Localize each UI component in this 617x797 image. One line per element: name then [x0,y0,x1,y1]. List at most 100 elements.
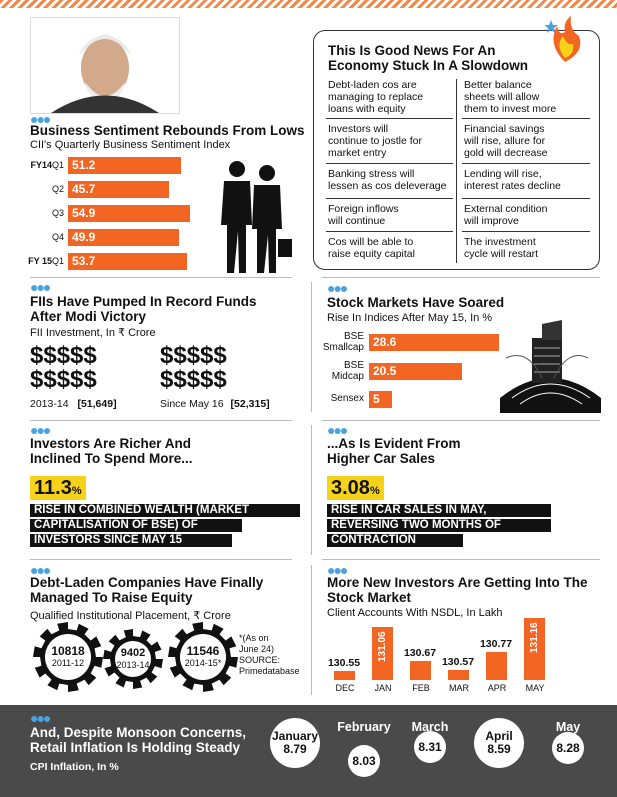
qip-gear-label: 10818 2011-12 [33,645,103,669]
year-label: FY14 [30,160,52,170]
news-row-divider [326,118,453,119]
nsdl-bar [372,627,393,680]
cars-line: RISE IN CAR SALES IN MAY, [327,504,551,517]
nsdl-bar [486,652,507,680]
nsdl-month-label: MAY [525,683,545,693]
fii-item-label: Since May 16 [160,398,224,410]
news-row-divider [326,231,453,232]
inflation-point: 8.03 [348,745,380,777]
qip-title-line2: Managed To Raise Equity [30,590,193,605]
news-line: Banking stress will [328,168,415,180]
cars-pct-value: 3.08 [331,477,370,499]
news-line: Foreign inflows [328,203,399,215]
inflation-month-label: May [555,720,581,734]
investors-title-line2: Inclined To Spend More... [30,451,193,466]
quarter-label: Q3 [51,208,64,218]
nsdl-bar [410,661,431,680]
section-dots: ●●● [327,422,348,438]
stock-label: Sensex [322,393,364,404]
nsdl-value-label: 130.57 [441,656,475,668]
note-line: SOURCE: [239,655,281,665]
qip-value: 11546 [186,644,220,658]
inflation-month-label: April [485,729,513,743]
inflation-title-line2: Retail Inflation Is Holding Steady [30,740,241,755]
nsdl-month-label: MAR [449,683,469,693]
divider [30,277,292,278]
news-left-cell: Investors will continue to jostle for mark… [328,123,452,159]
news-line: cycle will restart [464,248,539,260]
divider [311,282,312,412]
inflation-value: 8.31 [418,739,442,754]
note-line: June 24) [239,644,275,654]
dollar-stack: $$$$$ $$$$$ [160,344,255,396]
label-line: Sensex [330,393,364,404]
news-box [313,30,600,270]
nsdl-month-label: FEB [412,683,430,693]
sentiment-bar: 54.9 [68,205,190,222]
nsdl-month-label: DEC [335,683,355,693]
nsdl-value-label: 130.55 [327,657,361,669]
news-right-cell: Lending will rise, interest rates decline [464,168,594,192]
news-line: them to invest more [464,103,557,115]
stock-label: BSE Smallcap [322,331,364,353]
qip-year: 2013-14 [116,660,150,670]
investors-line: RISE IN COMBINED WEALTH (MARKET [30,504,300,517]
qip-value: 9402 [120,647,146,659]
inflation-point: April 8.59 [474,718,524,768]
section-dots: ●●● [30,710,51,726]
cars-line: CONTRACTION [327,534,463,547]
news-right-cell: The investment cycle will restart [464,236,594,260]
qip-gear-label: 11546 2014-15* [168,644,238,669]
news-line: Debt-laden cos are [328,79,417,91]
news-left-cell: Foreign inflows will continue [328,203,452,227]
news-line: will improve [464,215,519,227]
news-row-divider [326,163,453,164]
fii-item-2013: 2013-14 [51,649] [30,398,117,410]
quarter-label: Q1 [51,256,64,266]
qip-gear-icon [103,629,163,689]
inflation-point: 8.31 [414,731,446,763]
portrait-photo [30,17,180,114]
investors-pct-value: 11.3 [34,477,72,499]
dollar-row: $$$$$ [160,344,227,369]
fii-title-line1: FIIs Have Pumped In Record Funds [30,294,257,309]
investors-line: CAPITALISATION OF BSE) OF [30,519,242,532]
qip-subtitle: Qualified Institutional Placement, ₹ Cro… [30,610,231,622]
divider [30,420,292,421]
news-line: market entry [328,147,387,159]
news-line: loans with equity [328,103,406,115]
quarter-label: Q4 [51,232,64,242]
sentiment-bar: 49.9 [68,229,179,246]
nsdl-value-label: 131.06 [377,631,388,662]
qip-gear-icon [33,622,103,692]
businessmen-illustration [212,155,297,280]
top-stripe [0,0,617,8]
nsdl-subtitle: Client Accounts With NSDL, In Lakh [327,607,503,619]
nsdl-title-line2: Stock Market [327,590,412,605]
cars-line: REVERSING TWO MONTHS OF [327,519,551,532]
qip-year: 2011-12 [51,658,85,668]
news-line: Lending will rise, [464,168,542,180]
sentiment-bar: 51.2 [68,157,181,174]
news-line: External condition [464,203,548,215]
label-line: BSE [343,360,364,371]
news-left-cell: Cos will be able to raise equity capital [328,236,452,260]
news-line: raise equity capital [328,248,415,260]
news-divider [456,79,457,263]
nsdl-title-line1: More New Investors Are Getting Into The [327,575,588,590]
qip-title-line1: Debt-Laden Companies Have Finally [30,575,264,590]
section-dots: ●●● [30,562,51,578]
qip-gear-icon [168,622,238,692]
stock-exchange-building-illustration [498,318,603,418]
pct-sign: % [71,485,82,497]
news-line: Cos will be able to [328,236,414,248]
dollar-row: $$$$$ [30,366,97,393]
news-line: continue to jostle for [328,135,422,147]
inflation-value: 8.03 [352,753,376,768]
inflation-month-label: March [411,720,449,734]
dollar-stack: $$$$$ $$$$$ [30,344,122,396]
note-line: *(As on [239,633,269,643]
news-line: Better balance [464,79,532,91]
news-right-cell: Better balance sheets will allow them to i… [464,79,594,115]
